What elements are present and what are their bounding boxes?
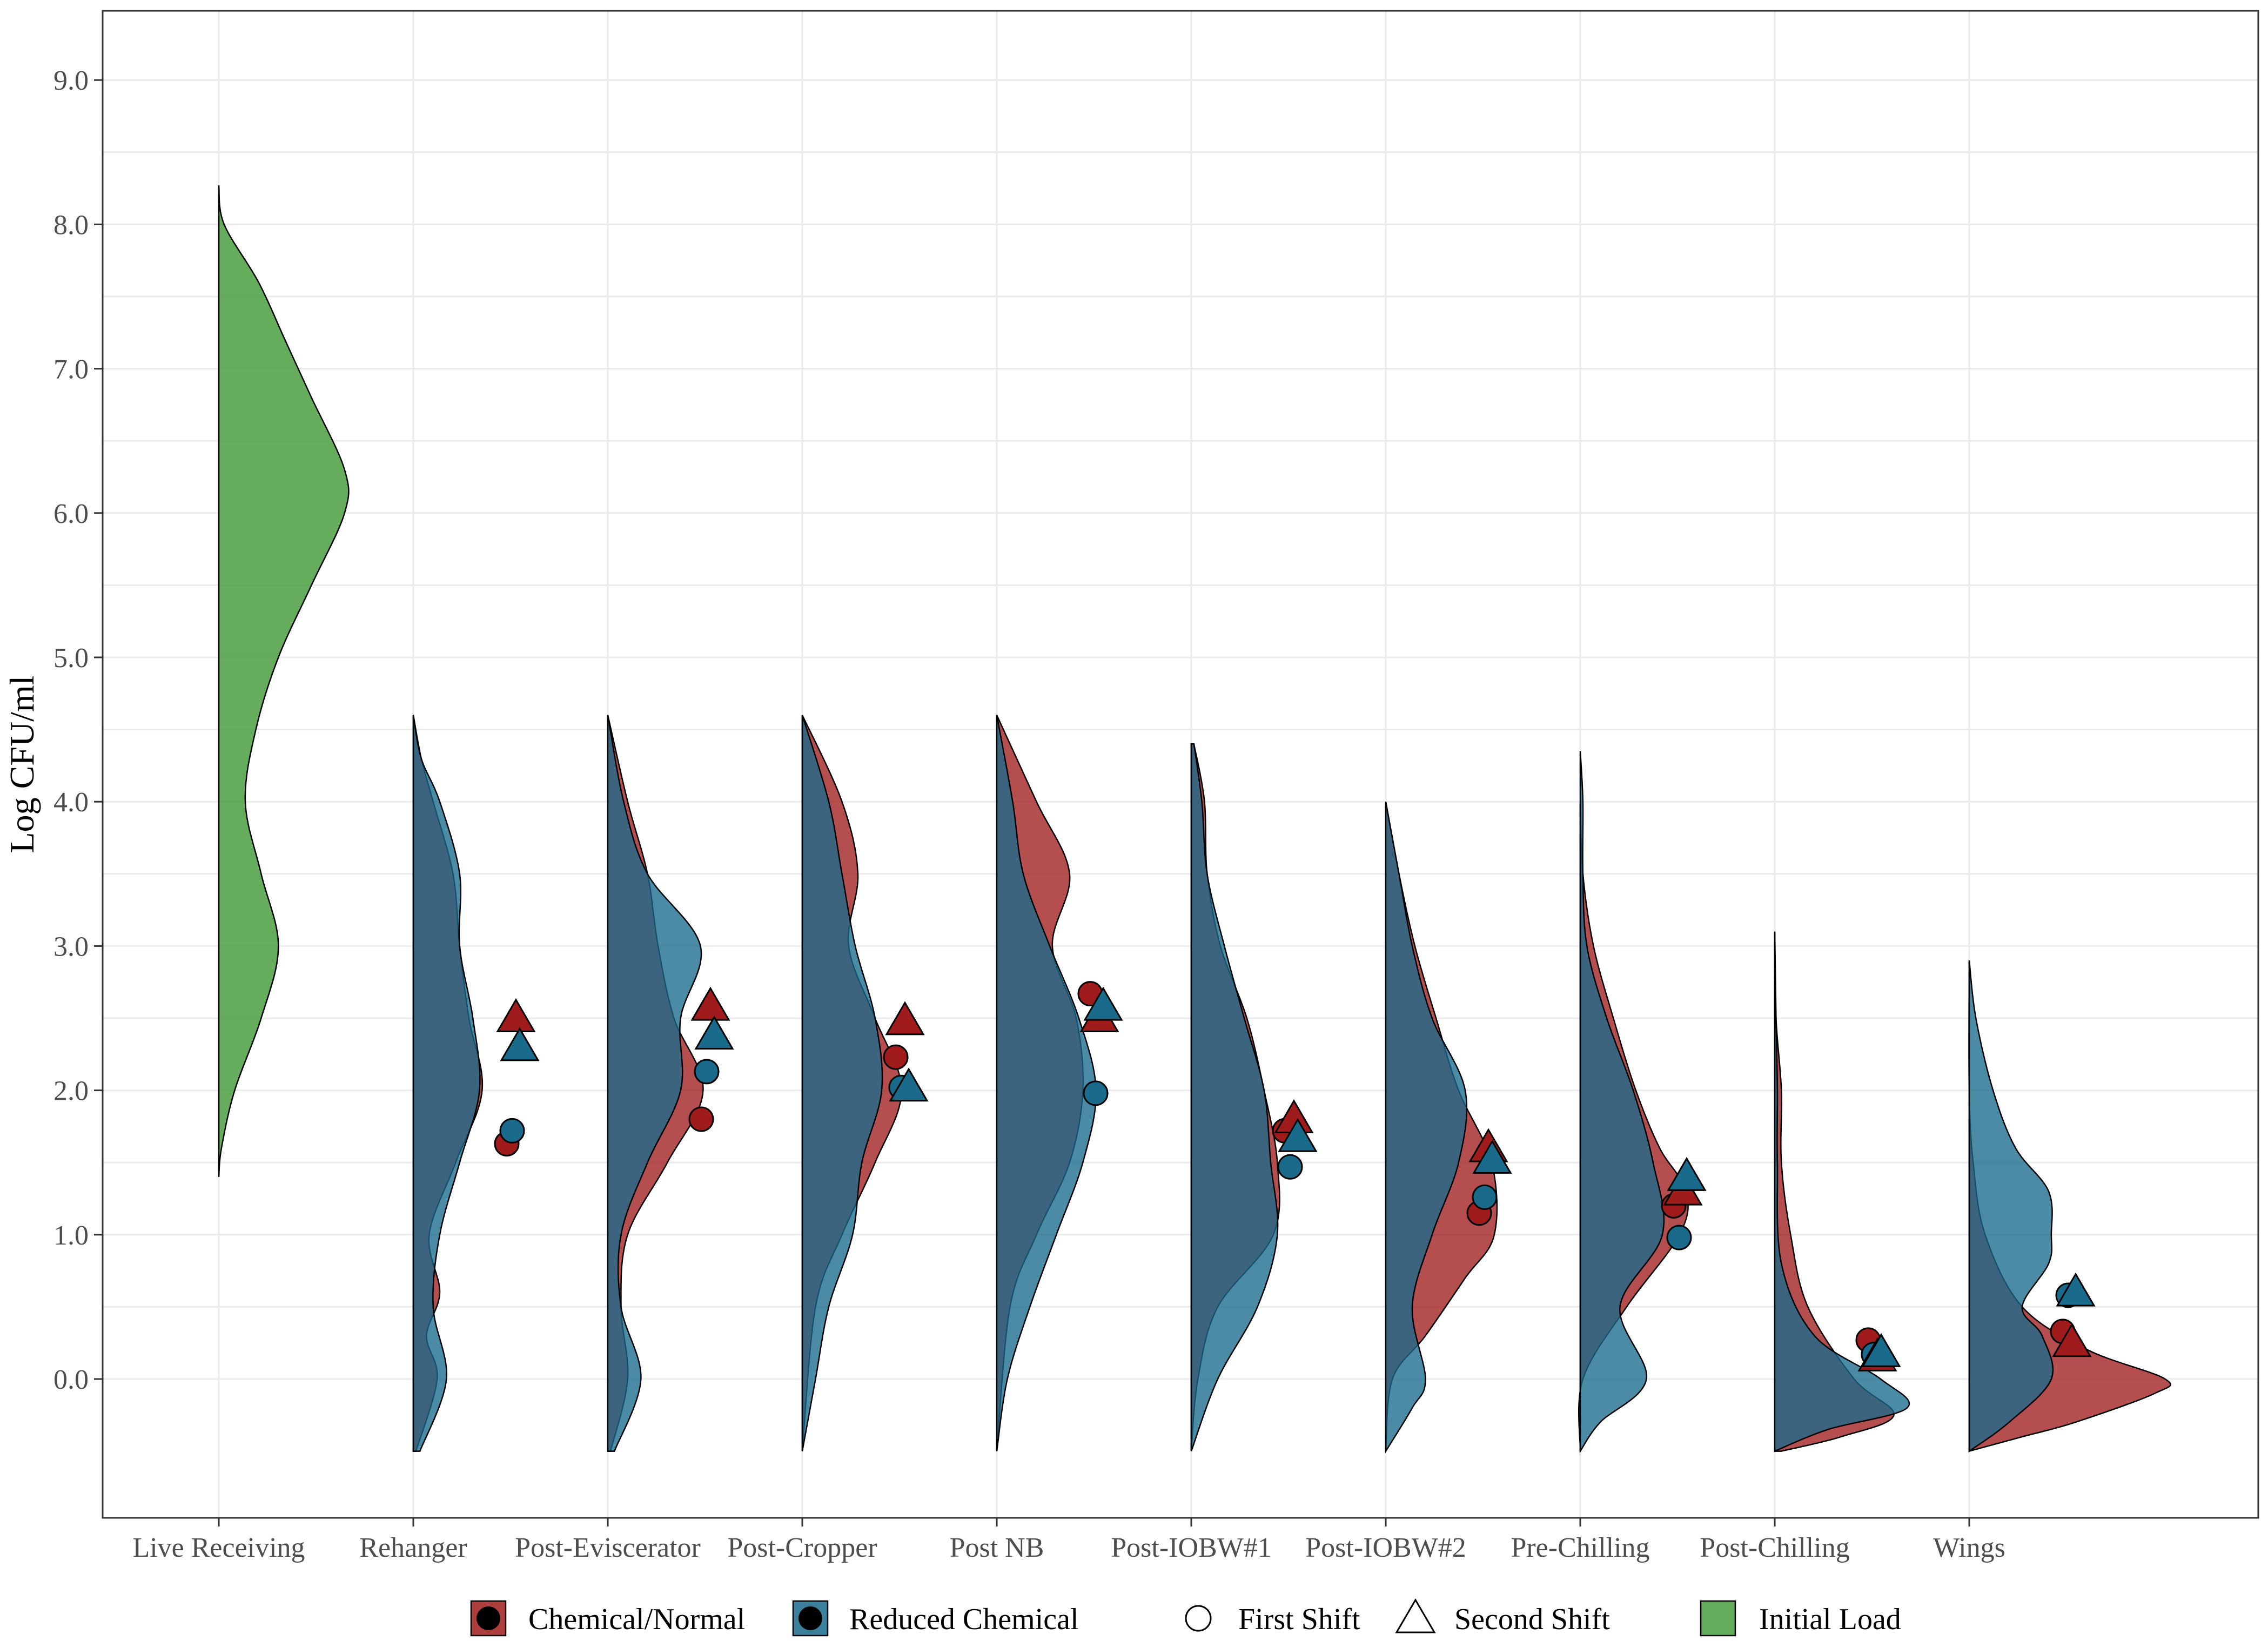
first-shift-point: [694, 1059, 720, 1085]
x-tick-label: Rehanger: [359, 1532, 467, 1563]
second-shift-point: [885, 1001, 925, 1035]
y-tick-label: 4.0: [53, 787, 89, 818]
y-tick-label: 9.0: [53, 65, 89, 96]
legend-label: Second Shift: [1454, 1603, 1610, 1636]
reduced-density: [607, 715, 702, 1452]
panel-border: [102, 10, 2259, 1519]
legend-circle-outline-icon: [1185, 1605, 1212, 1632]
reduced-density: [1774, 931, 1910, 1452]
first-shift-point: [1083, 1080, 1109, 1106]
y-tick-label: 2.0: [53, 1076, 89, 1107]
reduced-density: [1579, 751, 1665, 1454]
x-tick-label: Post NB: [950, 1532, 1044, 1563]
legend: Chemical/Normal Reduced Chemical First Shi…: [470, 1598, 1901, 1637]
data-points: [494, 981, 2096, 1371]
x-tick-label: Pre-Chilling: [1511, 1532, 1649, 1563]
legend-triangle-outline-icon: [1395, 1598, 1436, 1633]
first-shift-point: [1277, 1154, 1303, 1180]
second-shift-point: [1278, 1118, 1318, 1152]
first-shift-point: [499, 1118, 525, 1144]
legend-circle-icon: [799, 1606, 822, 1630]
reduced-density: [801, 715, 883, 1451]
y-tick-label: 6.0: [53, 499, 89, 529]
reduced-density: [412, 715, 481, 1452]
second-shift-point: [694, 1015, 734, 1050]
second-shift-point: [1861, 1333, 1901, 1367]
reduced-density: [1190, 743, 1279, 1452]
y-axis-title: Log CFU/ml: [3, 676, 41, 853]
second-shift-point: [1472, 1139, 1512, 1174]
x-tick-label: Post-IOBW#1: [1111, 1532, 1272, 1563]
legend-label: First Shift: [1238, 1603, 1360, 1636]
x-tick-label: Post-Cropper: [727, 1532, 877, 1563]
x-tick-label: Post-Chilling: [1700, 1532, 1849, 1563]
y-tick-label: 7.0: [53, 354, 89, 385]
legend-label: Initial Load: [1759, 1603, 1901, 1636]
second-shift-point: [889, 1067, 929, 1102]
first-shift-point: [688, 1106, 714, 1132]
second-shift-point: [496, 998, 536, 1032]
legend-label: Chemical/Normal: [528, 1603, 745, 1636]
x-tick-label: Wings: [1933, 1532, 2005, 1563]
y-axis: 0.0 1.0 2.0 3.0 4.0 5.0 6.0 7.0 8.0 9.0: [53, 65, 103, 1395]
legend-label: Reduced Chemical: [849, 1603, 1079, 1636]
reduced-density: [1968, 960, 2054, 1453]
y-tick-label: 0.0: [53, 1364, 89, 1395]
legend-circle-icon: [477, 1606, 500, 1630]
y-tick-label: 3.0: [53, 931, 89, 962]
x-tick-label: Post-IOBW#2: [1305, 1532, 1466, 1563]
x-tick-label: Post-Eviscerator: [515, 1532, 701, 1563]
x-tick-label: Live Receiving: [132, 1532, 305, 1563]
initial-load-density: [218, 185, 350, 1178]
y-tick-label: 5.0: [53, 643, 89, 674]
second-shift-point: [1667, 1156, 1707, 1191]
second-shift-point: [1083, 986, 1123, 1021]
first-shift-point: [1666, 1225, 1692, 1250]
y-tick-label: 1.0: [53, 1220, 89, 1251]
x-axis: Live Receiving Rehanger Post-Eviscerator Po…: [132, 1518, 2005, 1563]
second-shift-point: [2052, 1323, 2092, 1357]
density-clouds: [218, 185, 2172, 1454]
second-shift-point: [690, 986, 730, 1021]
y-tick-label: 8.0: [53, 210, 89, 240]
reduced-density: [1385, 801, 1468, 1454]
second-shift-point: [2056, 1272, 2096, 1307]
legend-key: [1700, 1600, 1736, 1637]
second-shift-point: [500, 1027, 540, 1061]
first-shift-point: [883, 1044, 909, 1070]
first-shift-point: [1472, 1184, 1498, 1210]
